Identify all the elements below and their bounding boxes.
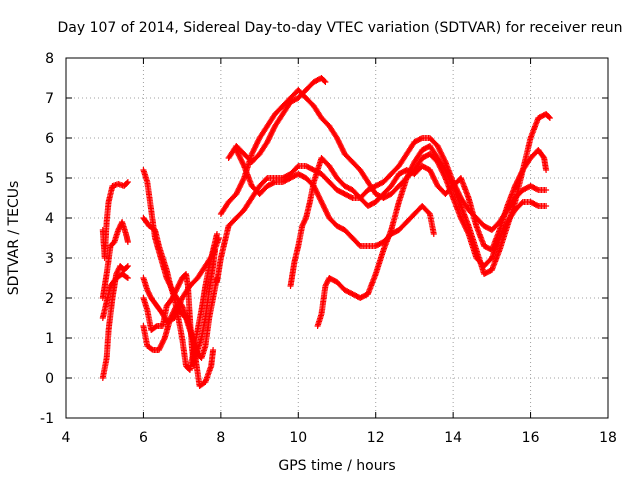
x-tick-label: 8 bbox=[216, 430, 225, 446]
series-track-1 bbox=[99, 179, 131, 261]
series-track-13 bbox=[233, 147, 437, 249]
x-tick-label: 16 bbox=[522, 430, 540, 446]
y-tick-label: 8 bbox=[45, 51, 54, 67]
x-tick-label: 10 bbox=[289, 430, 307, 446]
x-tick-label: 4 bbox=[62, 430, 71, 446]
scatter-markers bbox=[140, 275, 220, 361]
scatter-markers bbox=[314, 111, 553, 329]
x-tick-label: 18 bbox=[599, 430, 617, 446]
y-tick-label: 0 bbox=[45, 371, 54, 387]
scatter-markers bbox=[225, 75, 329, 165]
y-tick-label: 7 bbox=[45, 91, 54, 107]
scatter-markers bbox=[140, 235, 222, 325]
scatter-markers bbox=[99, 179, 131, 261]
x-tick-label: 6 bbox=[139, 430, 148, 446]
series-track-12 bbox=[225, 75, 329, 165]
y-axis-label: SDTVAR / TECUs bbox=[6, 181, 22, 296]
scatter-markers bbox=[99, 219, 131, 301]
x-tick-label: 12 bbox=[367, 430, 385, 446]
y-tick-label: 2 bbox=[45, 291, 54, 307]
y-tick-label: 6 bbox=[45, 131, 54, 147]
y-tick-label: -1 bbox=[40, 411, 54, 427]
scatter-markers bbox=[233, 147, 437, 249]
data-layer bbox=[99, 75, 553, 389]
scatter-markers bbox=[99, 271, 131, 321]
y-tick-label: 5 bbox=[45, 171, 54, 187]
chart-title: Day 107 of 2014, Sidereal Day-to-day VTE… bbox=[57, 20, 622, 36]
y-tick-label: 4 bbox=[45, 211, 54, 227]
x-axis-label: GPS time / hours bbox=[278, 458, 395, 474]
series-track-9 bbox=[140, 235, 222, 325]
x-tick-label: 14 bbox=[444, 430, 462, 446]
series-track-4 bbox=[99, 271, 131, 321]
y-tick-label: 3 bbox=[45, 251, 54, 267]
series-track-8 bbox=[140, 275, 220, 361]
series-track-3 bbox=[99, 219, 131, 301]
y-tick-label: 1 bbox=[45, 331, 54, 347]
series-track-15 bbox=[314, 111, 553, 329]
plot-frame bbox=[65, 57, 609, 419]
